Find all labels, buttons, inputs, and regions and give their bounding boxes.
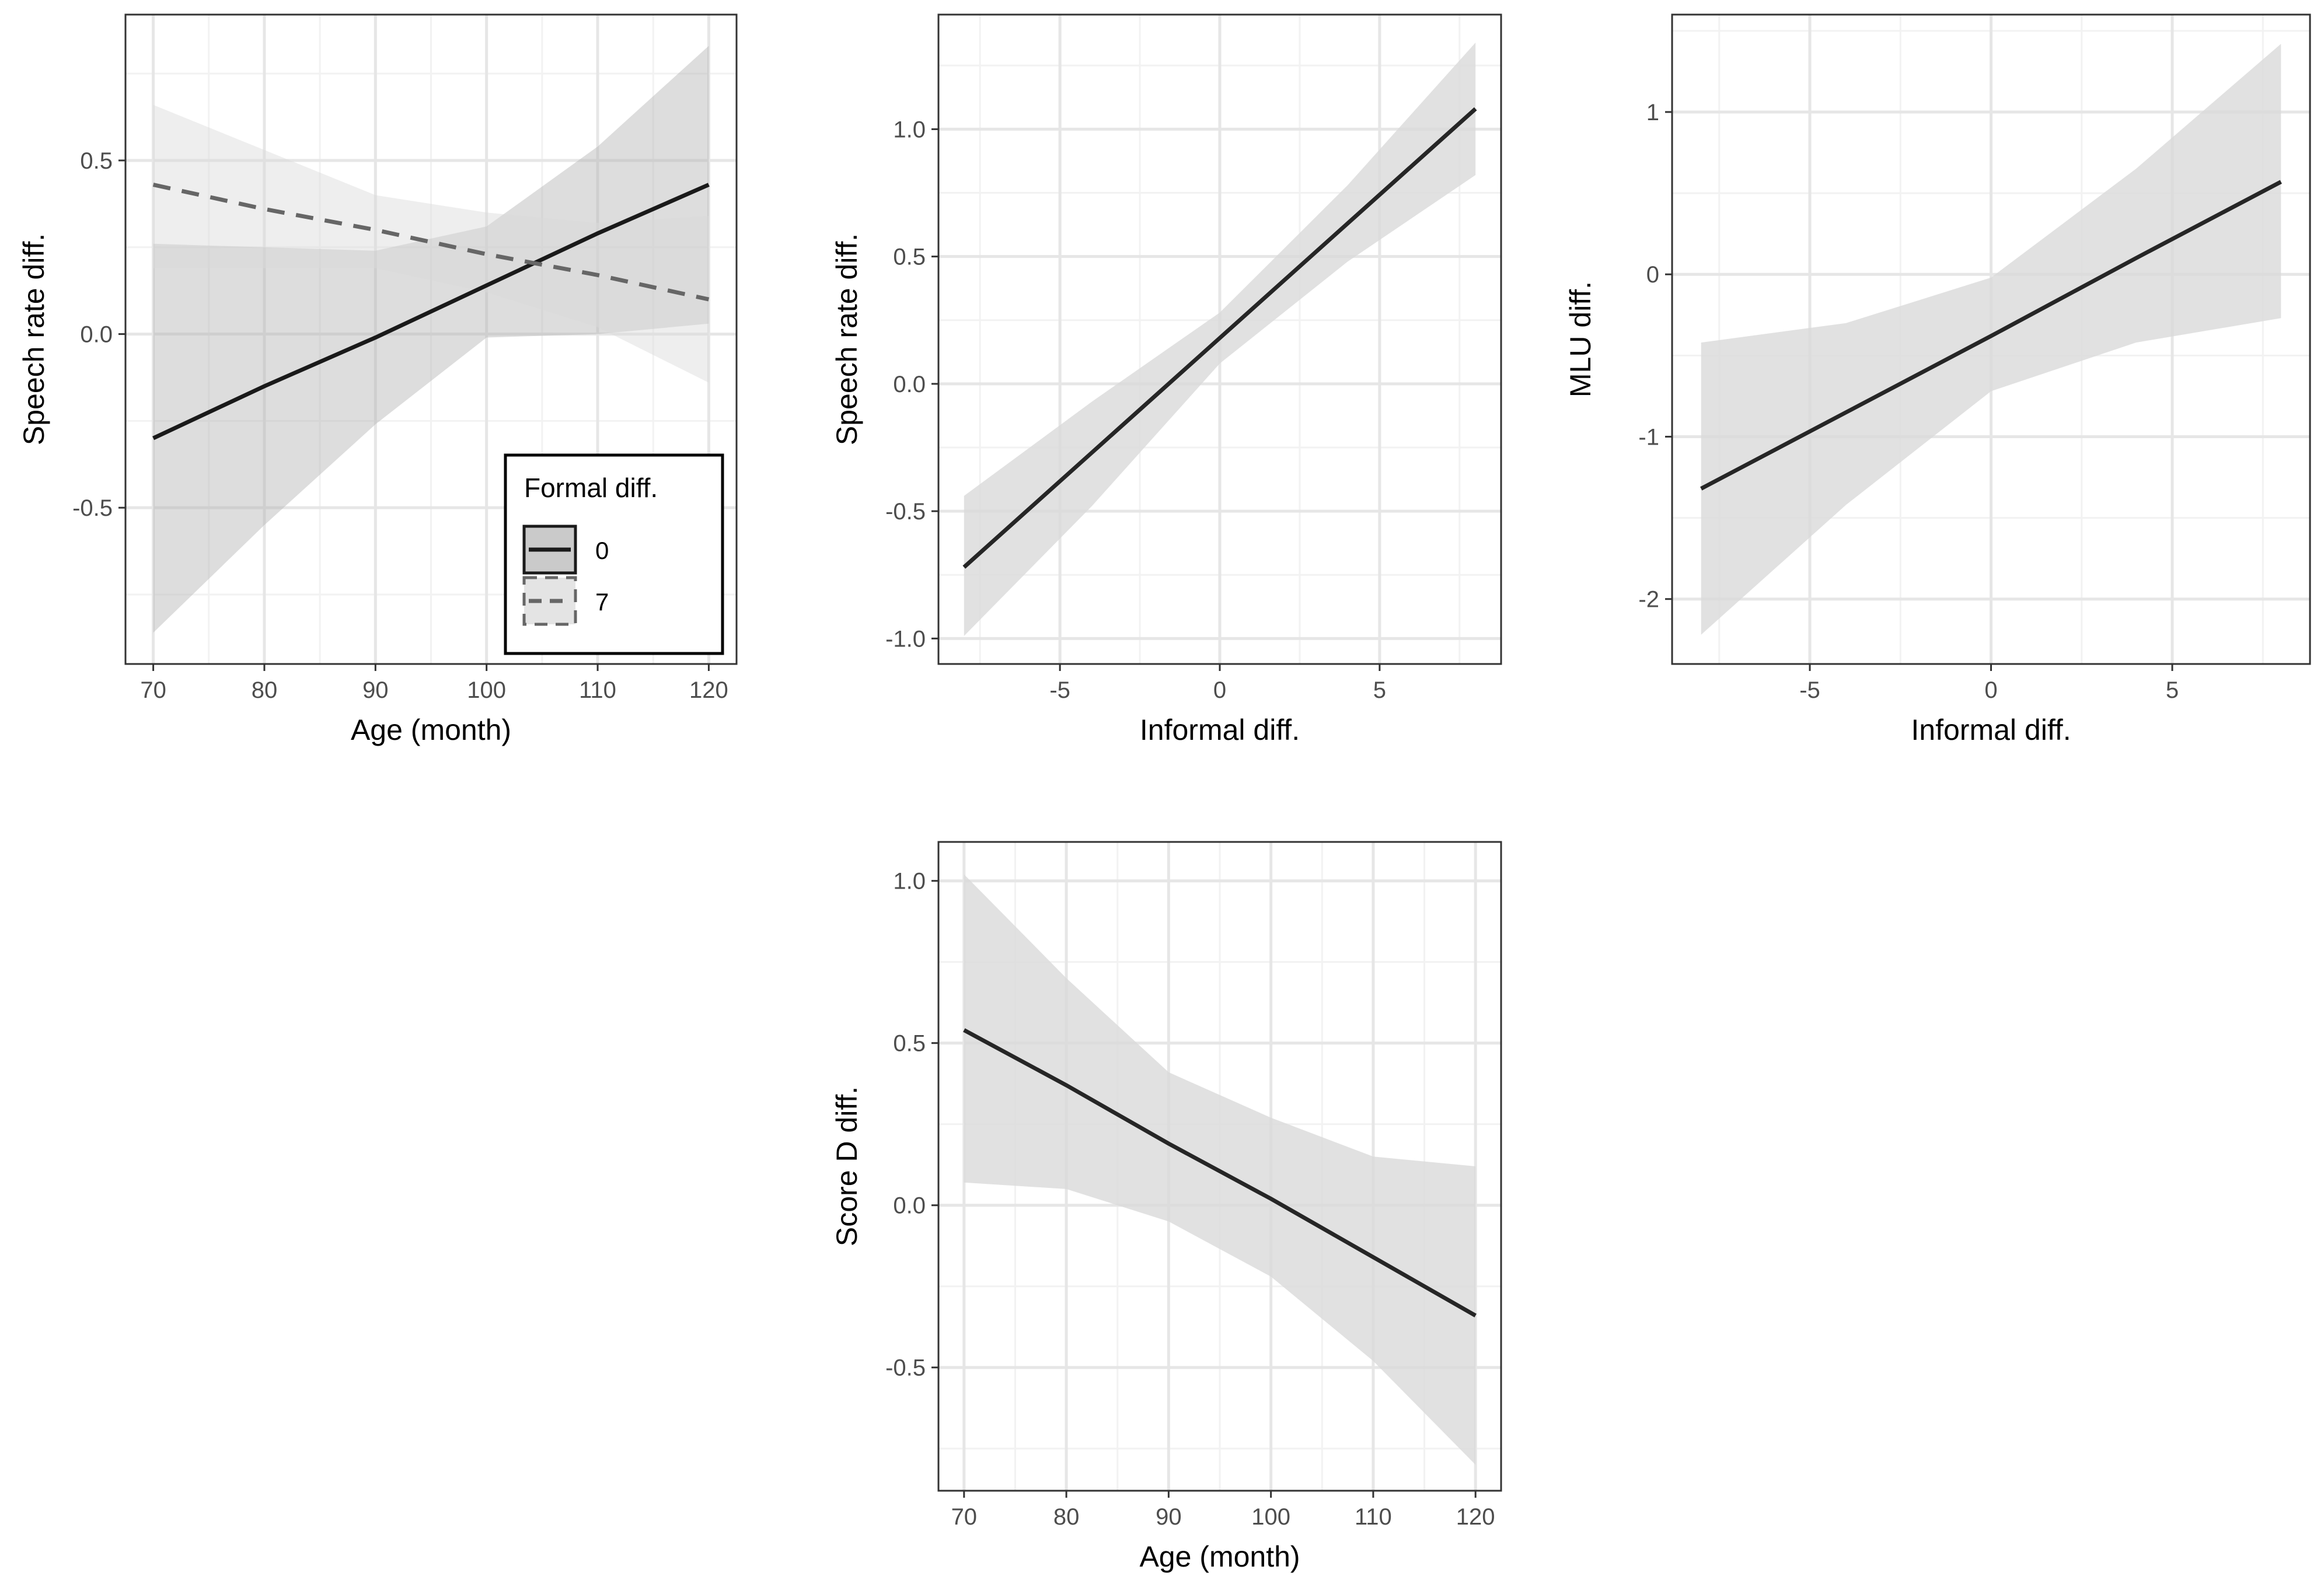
- p1-x-tick-label: 100: [467, 677, 506, 703]
- p1-y-axis-title: Speech rate diff.: [18, 233, 50, 445]
- p3-y-tick-label: -1: [1638, 424, 1659, 450]
- p2-y-axis-title: Speech rate diff.: [831, 233, 863, 445]
- p2-y-tick-label: 1.0: [893, 117, 926, 142]
- p3-panel: -5 0 5 -2 -1 0 1 Informal diff. MLU diff.: [1564, 13, 2311, 746]
- p1-panel-border: [124, 13, 738, 665]
- p1-ci-band-0: [153, 46, 709, 633]
- p1-x-tick-label: 120: [689, 677, 728, 703]
- p1-fit-line-1: [152, 183, 710, 302]
- p1-x-tick-label: 80: [252, 677, 278, 703]
- p2-y-tick-label: 0.0: [893, 372, 926, 397]
- p3-fit-line-0: [1700, 180, 2282, 491]
- p4-x-tick-label: 80: [1053, 1504, 1080, 1530]
- p1-ci-band-1: [153, 104, 709, 383]
- p1-x-tick-label: 70: [140, 677, 166, 703]
- p4-y-tick-label: 0.0: [893, 1193, 926, 1219]
- p1-x-tick-label: 90: [362, 677, 389, 703]
- p3-y-tick-label: 0: [1646, 262, 1659, 288]
- p2-y-tick-label: -0.5: [885, 499, 926, 525]
- p1-x-axis-title: Age (month): [351, 714, 511, 746]
- p4-x-tick-label: 90: [1156, 1504, 1182, 1530]
- p4-x-tick-label: 120: [1456, 1504, 1495, 1530]
- p4-x-axis-title: Age (month): [1139, 1540, 1300, 1573]
- p4-panel-border: [937, 841, 1502, 1492]
- p2-fit-line-0: [962, 107, 1477, 569]
- p2-x-tick-label: -5: [1049, 677, 1070, 703]
- p1-legend-label-1: 7: [595, 588, 609, 616]
- p2-x-tick-label: 0: [1213, 677, 1226, 703]
- p2-panel: -5 0 5 -1.0 -0.5 0.0 0.5 1.0 Informal diff. Speec…: [831, 13, 1502, 746]
- p4-y-tick-label: -0.5: [885, 1355, 926, 1381]
- p1-x-tick-label: 110: [579, 677, 616, 703]
- p1-y-tick-label: 0.0: [80, 322, 113, 348]
- p1-legend-label-0: 0: [595, 537, 609, 564]
- p3-y-tick-label: -2: [1638, 587, 1659, 613]
- p3-x-tick-label: -5: [1799, 677, 1820, 703]
- p1-legend-title: Formal diff.: [524, 473, 658, 503]
- p4-y-tick-label: 1.0: [893, 869, 926, 894]
- p1-y-tick-label: -0.5: [72, 495, 113, 521]
- p3-x-axis-title: Informal diff.: [1911, 714, 2071, 746]
- p4-x-tick-label: 70: [951, 1504, 978, 1530]
- p1-fit-line-0: [152, 183, 710, 441]
- p2-y-tick-label: -1.0: [885, 626, 926, 652]
- p3-ci-band-0: [1701, 44, 2281, 635]
- p3-y-axis-title: MLU diff.: [1564, 281, 1597, 397]
- p2-y-tick-label: 0.5: [893, 244, 926, 270]
- p1-legend: Formal diff. 0 7: [504, 453, 724, 655]
- p4-y-axis-title: Score D diff.: [831, 1086, 863, 1246]
- p1-y-tick-label: 0.5: [80, 148, 113, 174]
- p4-panel: 70 80 90 100 110 120 -0.5 0.0 0.5 1.0 Age (month) S…: [831, 841, 1502, 1573]
- p4-y-tick-label: 0.5: [893, 1031, 926, 1057]
- p3-x-tick-label: 0: [1984, 677, 1997, 703]
- p2-x-tick-label: 5: [1373, 677, 1386, 703]
- p4-x-tick-label: 110: [1355, 1504, 1392, 1530]
- p2-x-axis-title: Informal diff.: [1140, 714, 1300, 746]
- p3-y-tick-label: 1: [1646, 100, 1659, 125]
- p4-x-tick-label: 100: [1251, 1504, 1290, 1530]
- p3-x-tick-label: 5: [2166, 677, 2179, 703]
- p4-fit-line-0: [963, 1028, 1477, 1317]
